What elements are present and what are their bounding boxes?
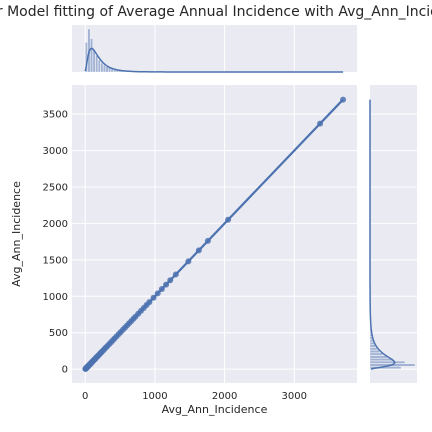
scatter-point	[150, 294, 157, 301]
y-tick-label: 1000	[43, 292, 68, 303]
scatter-point	[195, 247, 202, 254]
right-marginal-bar	[369, 352, 383, 356]
chart-title: Linear Model fitting of Average Annual I…	[0, 4, 432, 20]
top-marginal-area	[72, 25, 357, 72]
x-axis-label: Avg_Ann_Incidence	[162, 403, 268, 416]
right-marginal-bar	[369, 347, 378, 351]
y-tick-label: 0	[62, 365, 68, 376]
scatter-point	[167, 277, 174, 284]
scatter-point	[340, 96, 347, 103]
top-marginal-bar	[105, 66, 109, 73]
top-marginal-bar	[103, 65, 106, 73]
scatter-point	[317, 120, 324, 127]
y-tick-label: 500	[49, 328, 68, 339]
y-tick-label: 3000	[43, 146, 68, 157]
top-marginal-kde	[84, 47, 344, 73]
y-tick-label: 1500	[43, 255, 68, 266]
right-marginal-area	[370, 85, 417, 383]
scatter-point	[146, 299, 153, 306]
x-tick-label: 0	[82, 391, 88, 402]
x-tick-label: 3000	[282, 391, 307, 402]
top-marginal-bar	[92, 49, 96, 73]
y-tick-label: 2000	[43, 219, 68, 230]
right-marginal-bar	[369, 350, 380, 353]
right-marginal-bar	[369, 355, 388, 359]
scatter-point	[185, 258, 192, 265]
x-tick-label: 1000	[142, 391, 167, 402]
scatter-point	[225, 216, 232, 223]
right-marginal-kde	[369, 99, 396, 370]
right-marginal-bar	[369, 344, 376, 348]
y-tick-label: 2500	[43, 183, 68, 194]
top-marginal-bar	[100, 62, 104, 73]
top-marginal-bar	[95, 55, 98, 73]
scatter-point	[154, 290, 161, 297]
right-marginal-bar	[369, 360, 406, 364]
top-marginal-bar	[90, 38, 93, 73]
scatter-point	[158, 286, 165, 293]
scatter-point	[204, 237, 211, 244]
x-tick-label: 2000	[212, 391, 237, 402]
scatter-point	[172, 271, 179, 278]
top-marginal-bar	[97, 59, 101, 73]
y-axis-label: Avg_Ann_Incidence	[10, 181, 23, 287]
y-tick-label: 3500	[43, 110, 68, 121]
scatter-point	[163, 281, 170, 288]
